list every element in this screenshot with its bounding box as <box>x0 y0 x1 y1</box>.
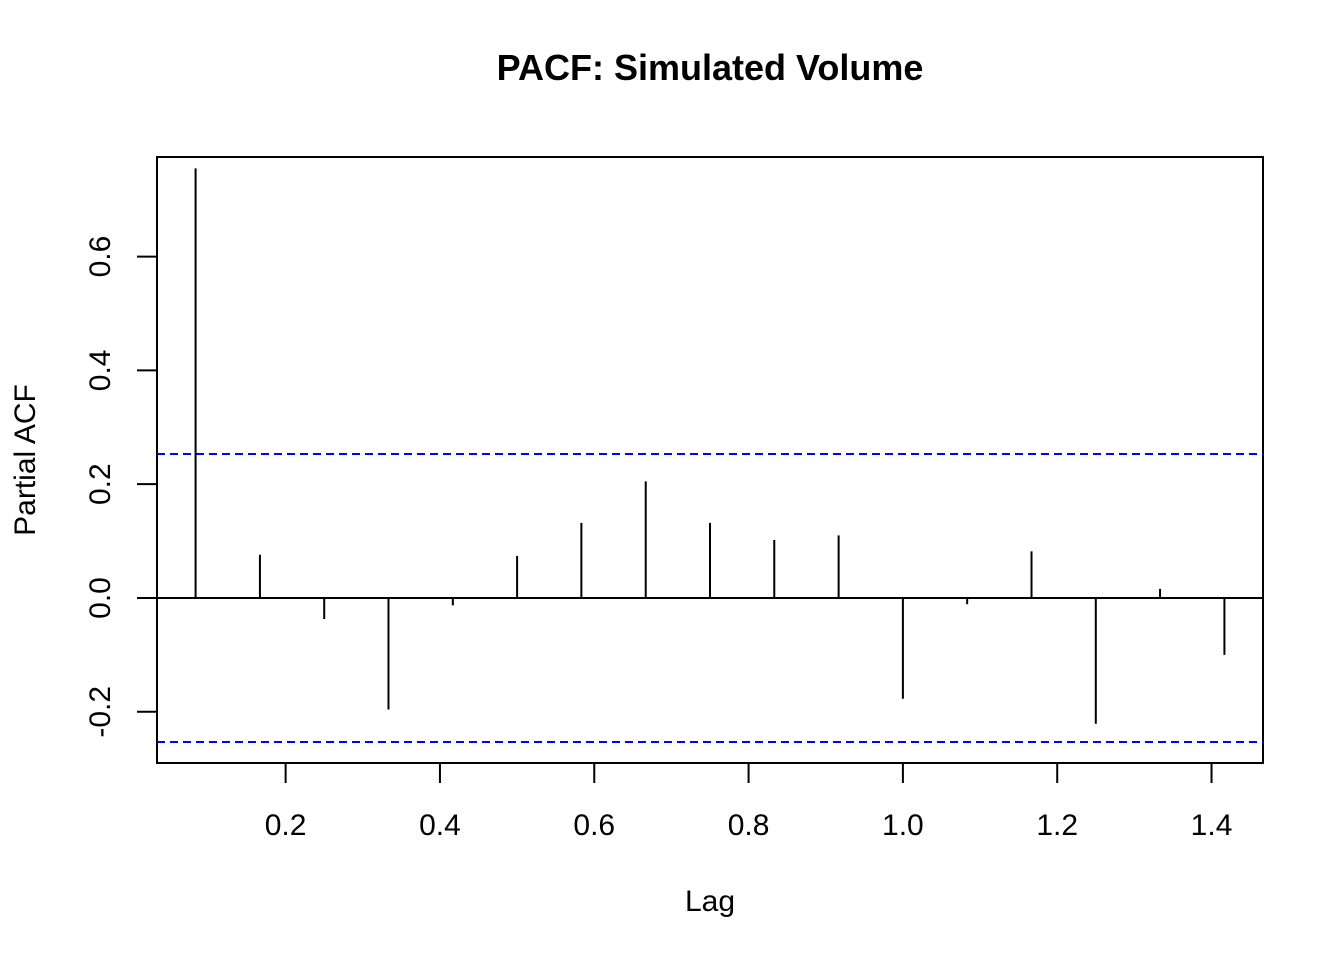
y-tick-label: 0.2 <box>84 463 117 505</box>
plot-frame <box>156 156 1264 764</box>
x-axis: 0.2 0.4 0.6 0.8 1.0 1.2 1.4 <box>265 763 1233 842</box>
pacf-spikes <box>194 168 1226 724</box>
x-tick-label: 0.2 <box>265 809 307 842</box>
y-tick-label: 0.0 <box>84 577 117 619</box>
chart-title: PACF: Simulated Volume <box>497 47 924 88</box>
x-tick-label: 0.4 <box>419 809 461 842</box>
x-tick-label: 1.2 <box>1036 809 1078 842</box>
y-tick-label: -0.2 <box>84 686 117 738</box>
x-tick-label: 0.8 <box>728 809 770 842</box>
y-tick-label: 0.4 <box>84 350 117 392</box>
x-tick-label: 1.0 <box>882 809 924 842</box>
x-tick-label: 0.6 <box>573 809 615 842</box>
x-axis-label: Lag <box>685 885 735 918</box>
y-axis-label: Partial ACF <box>9 384 42 536</box>
x-tick-label: 1.4 <box>1191 809 1233 842</box>
y-axis: -0.2 0.0 0.2 0.4 0.6 <box>84 236 157 738</box>
y-tick-label: 0.6 <box>84 236 117 278</box>
